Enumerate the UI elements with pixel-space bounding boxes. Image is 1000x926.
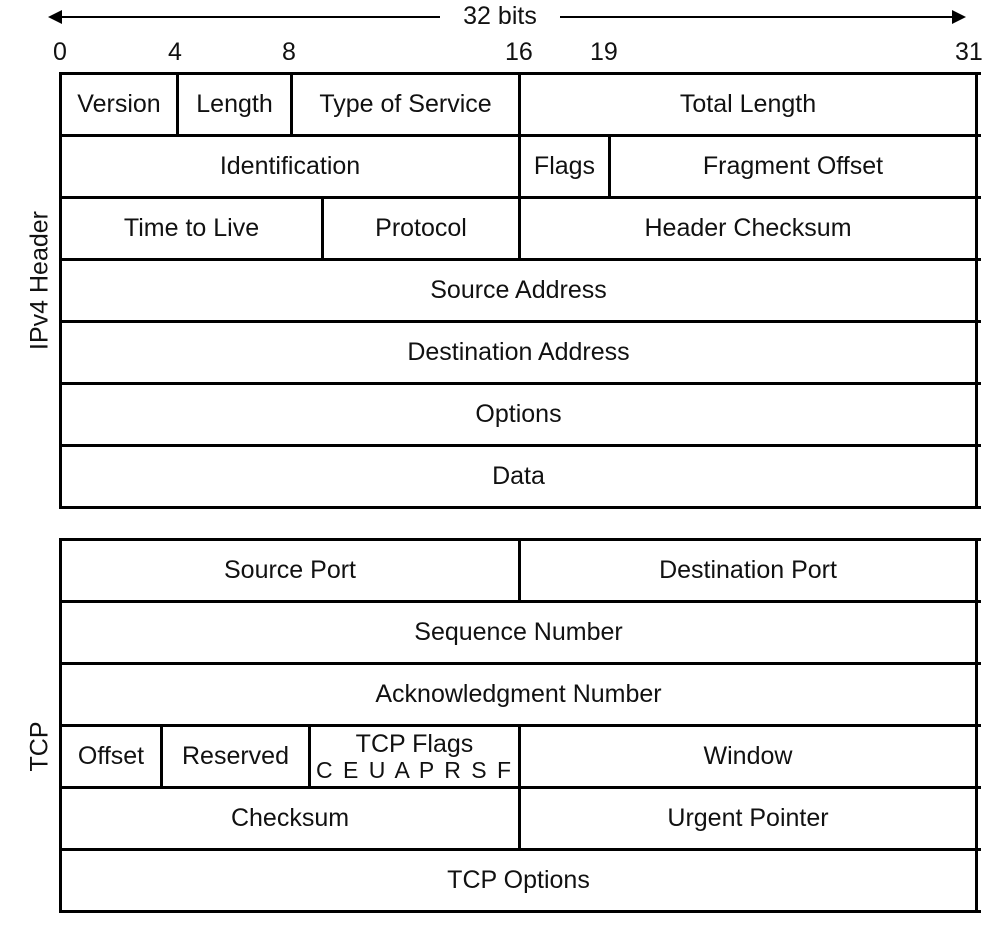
tcp-header-table: Source Port Destination Port Sequence Nu…	[59, 538, 981, 913]
bit-tick: 0	[53, 38, 67, 66]
field-source-port: Source Port	[62, 541, 521, 600]
ipv4-header-table: Version Length Type of Service Total Len…	[59, 72, 981, 509]
field-header-checksum: Header Checksum	[521, 199, 978, 258]
bit-tick: 31	[955, 38, 983, 66]
bit-tick: 19	[590, 38, 618, 66]
field-total-length: Total Length	[521, 75, 978, 134]
tcp-row: Checksum Urgent Pointer	[62, 789, 981, 851]
field-tcp-options: TCP Options	[62, 851, 978, 910]
tcp-row: Source Port Destination Port	[62, 541, 981, 603]
field-options: Options	[62, 385, 978, 444]
field-acknowledgment-number: Acknowledgment Number	[62, 665, 978, 724]
ipv4-row: Time to Live Protocol Header Checksum	[62, 199, 981, 261]
tcp-flag-bits: C E U A P R S F	[315, 756, 514, 783]
ipv4-row: Version Length Type of Service Total Len…	[62, 75, 981, 137]
tcp-row: Sequence Number	[62, 603, 981, 665]
tcp-row: Offset Reserved TCP Flags C E U A P R S …	[62, 727, 981, 789]
tcp-row: Acknowledgment Number	[62, 665, 981, 727]
bit-width-label: 32 bits	[440, 2, 560, 31]
field-destination-port: Destination Port	[521, 541, 978, 600]
ipv4-side-label: IPv4 Header	[25, 211, 54, 350]
field-length: Length	[179, 75, 293, 134]
tcp-side-label: TCP	[25, 721, 54, 772]
field-time-to-live: Time to Live	[62, 199, 324, 258]
field-protocol: Protocol	[324, 199, 521, 258]
field-flags: Flags	[521, 137, 611, 196]
field-destination-address: Destination Address	[62, 323, 978, 382]
ipv4-row: Identification Flags Fragment Offset	[62, 137, 981, 199]
ipv4-row: Destination Address	[62, 323, 981, 385]
field-identification: Identification	[62, 137, 521, 196]
field-reserved: Reserved	[163, 727, 311, 786]
field-fragment-offset: Fragment Offset	[611, 137, 978, 196]
ipv4-row: Source Address	[62, 261, 981, 323]
bit-tick: 16	[505, 38, 533, 66]
bit-tick: 8	[282, 38, 296, 66]
left-arrow-icon	[48, 10, 62, 24]
field-version: Version	[62, 75, 179, 134]
ipv4-row: Data	[62, 447, 981, 509]
field-source-address: Source Address	[62, 261, 978, 320]
bit-tick: 4	[168, 38, 182, 66]
field-data: Data	[62, 447, 978, 506]
field-type-of-service: Type of Service	[293, 75, 521, 134]
field-urgent-pointer: Urgent Pointer	[521, 789, 978, 848]
tcp-flags-title: TCP Flags	[355, 729, 474, 758]
field-checksum: Checksum	[62, 789, 521, 848]
field-tcp-flags: TCP Flags C E U A P R S F	[311, 727, 521, 786]
field-offset: Offset	[62, 727, 163, 786]
right-arrow-icon	[952, 10, 966, 24]
field-window: Window	[521, 727, 978, 786]
ipv4-row: Options	[62, 385, 981, 447]
tcp-row: TCP Options	[62, 851, 981, 913]
field-sequence-number: Sequence Number	[62, 603, 978, 662]
